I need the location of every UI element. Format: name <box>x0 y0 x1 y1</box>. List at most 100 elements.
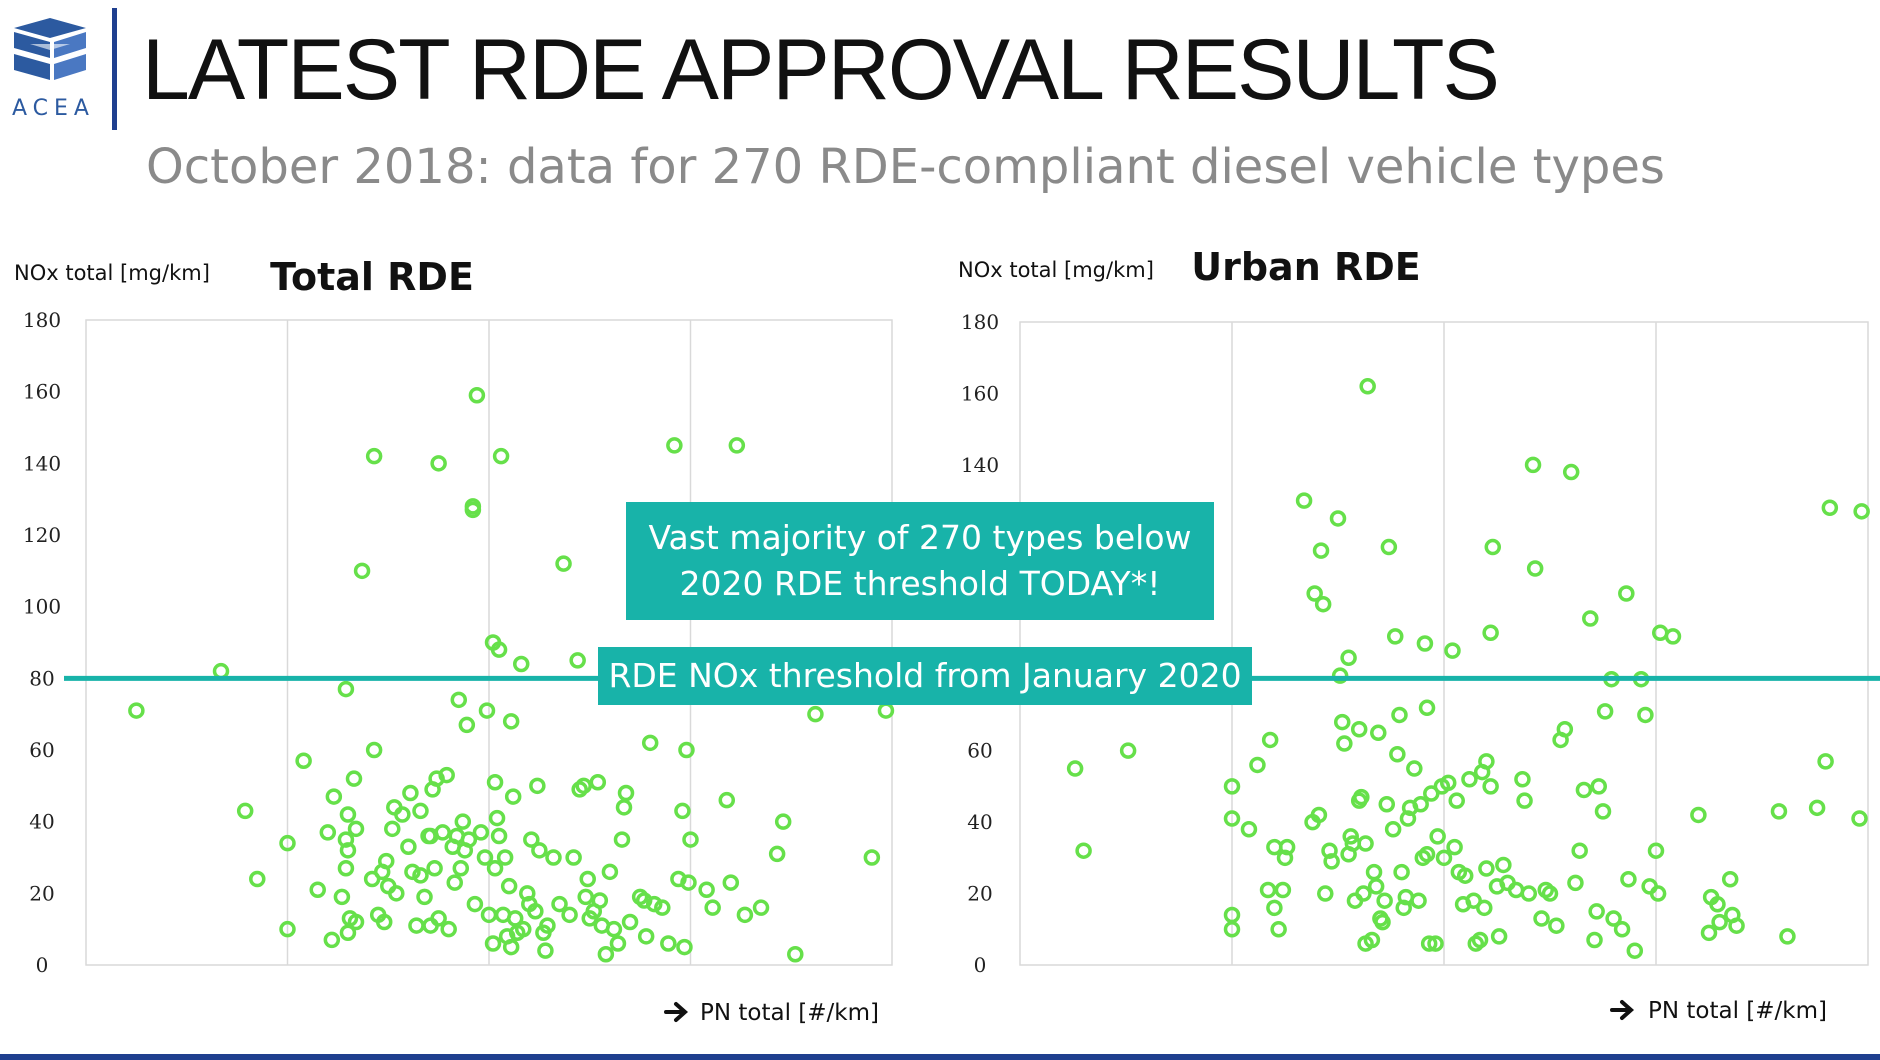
data-point <box>768 845 786 863</box>
data-point <box>500 877 518 895</box>
data-point <box>1317 885 1334 902</box>
data-point <box>1367 878 1385 895</box>
data-point <box>1389 745 1406 763</box>
data-point <box>404 863 421 881</box>
data-point <box>1336 735 1353 752</box>
chart-title: Total RDE <box>270 255 474 299</box>
data-point <box>464 498 482 515</box>
data-point <box>1223 778 1241 795</box>
data-point <box>486 774 504 791</box>
data-point <box>466 895 484 913</box>
data-point <box>1333 713 1351 731</box>
data-point <box>1306 585 1323 602</box>
y-tick-label: 40 <box>967 810 992 834</box>
data-point <box>1721 871 1739 888</box>
data-point <box>402 784 419 802</box>
data-point <box>645 895 663 913</box>
data-point <box>488 809 506 827</box>
data-point <box>438 766 455 784</box>
data-point <box>1709 896 1726 913</box>
data-point <box>512 655 530 673</box>
data-point <box>565 849 582 866</box>
data-point <box>641 734 659 752</box>
data-point <box>337 680 355 698</box>
data-point <box>337 860 355 877</box>
data-point <box>440 920 457 938</box>
data-point <box>1378 796 1396 813</box>
y-tick-label: 140 <box>23 451 61 475</box>
acea-logo-icon <box>14 18 86 80</box>
majority-callout-line1: Vast majority of 270 types below <box>648 518 1192 557</box>
data-point <box>452 860 470 877</box>
data-point <box>1482 624 1499 642</box>
data-point <box>579 870 596 888</box>
page-subtitle: October 2018: data for 270 RDE-compliant… <box>146 139 1665 195</box>
data-point <box>1582 610 1599 627</box>
data-point <box>1637 706 1654 724</box>
data-point <box>1223 810 1241 827</box>
y-tick-label: 0 <box>974 953 987 977</box>
data-point <box>333 888 351 906</box>
data-point <box>1223 921 1241 938</box>
y-tick-label: 60 <box>967 739 992 763</box>
data-point <box>1478 753 1495 770</box>
y-tick-label: 60 <box>29 738 54 762</box>
data-point <box>434 824 451 841</box>
data-point <box>1370 724 1387 742</box>
data-point <box>1399 810 1417 827</box>
data-point <box>323 931 341 949</box>
data-point <box>1376 892 1393 909</box>
data-point <box>496 849 514 866</box>
header: ACEA LATEST RDE APPROVAL RESULTS October… <box>0 0 1880 210</box>
data-point <box>325 788 343 805</box>
data-point <box>774 813 792 830</box>
data-point <box>128 702 145 719</box>
threshold-callout: RDE NOx threshold from January 2020 <box>598 647 1252 705</box>
data-point <box>1119 742 1137 759</box>
data-point <box>484 935 502 952</box>
data-point <box>1770 803 1788 820</box>
data-point <box>1393 863 1410 881</box>
data-point <box>597 946 615 963</box>
data-point <box>502 713 520 730</box>
data-point <box>1329 510 1347 527</box>
data-point <box>353 562 371 580</box>
data-point <box>1314 595 1332 613</box>
data-point <box>1664 628 1682 645</box>
chart-total-rde: 0 20 40 60 80 100 120 140 160 180 NOx total [mg/km… <box>14 255 895 1026</box>
data-point <box>551 895 568 913</box>
data-point <box>1516 792 1533 809</box>
data-point <box>1386 628 1404 645</box>
data-point <box>1406 760 1423 777</box>
data-point <box>408 917 425 934</box>
x-axis-label: PN total [#/km] <box>700 1000 879 1026</box>
data-point <box>1331 667 1349 684</box>
data-point <box>1380 538 1398 556</box>
data-point <box>365 447 383 465</box>
data-point <box>1476 899 1493 917</box>
data-point <box>1359 378 1376 395</box>
data-point <box>1575 781 1593 799</box>
data-point <box>490 641 508 658</box>
data-point <box>1590 778 1608 795</box>
y-axis-label: NOx total [mg/km] <box>958 258 1154 282</box>
data-point <box>1240 821 1258 838</box>
data-point <box>430 455 447 472</box>
data-point <box>1690 806 1707 824</box>
data-point <box>1276 849 1294 867</box>
data-point <box>476 849 494 866</box>
data-point <box>1446 838 1463 856</box>
data-point <box>412 867 429 884</box>
y-tick-label: 80 <box>29 666 54 690</box>
data-point <box>1395 899 1412 917</box>
data-point <box>236 802 254 820</box>
data-point <box>728 437 746 454</box>
data-point <box>605 920 623 938</box>
data-point <box>486 860 504 877</box>
data-point <box>490 827 508 845</box>
data-point <box>531 842 548 859</box>
data-point <box>787 946 804 963</box>
data-point <box>1514 770 1531 788</box>
data-point <box>1295 492 1313 509</box>
